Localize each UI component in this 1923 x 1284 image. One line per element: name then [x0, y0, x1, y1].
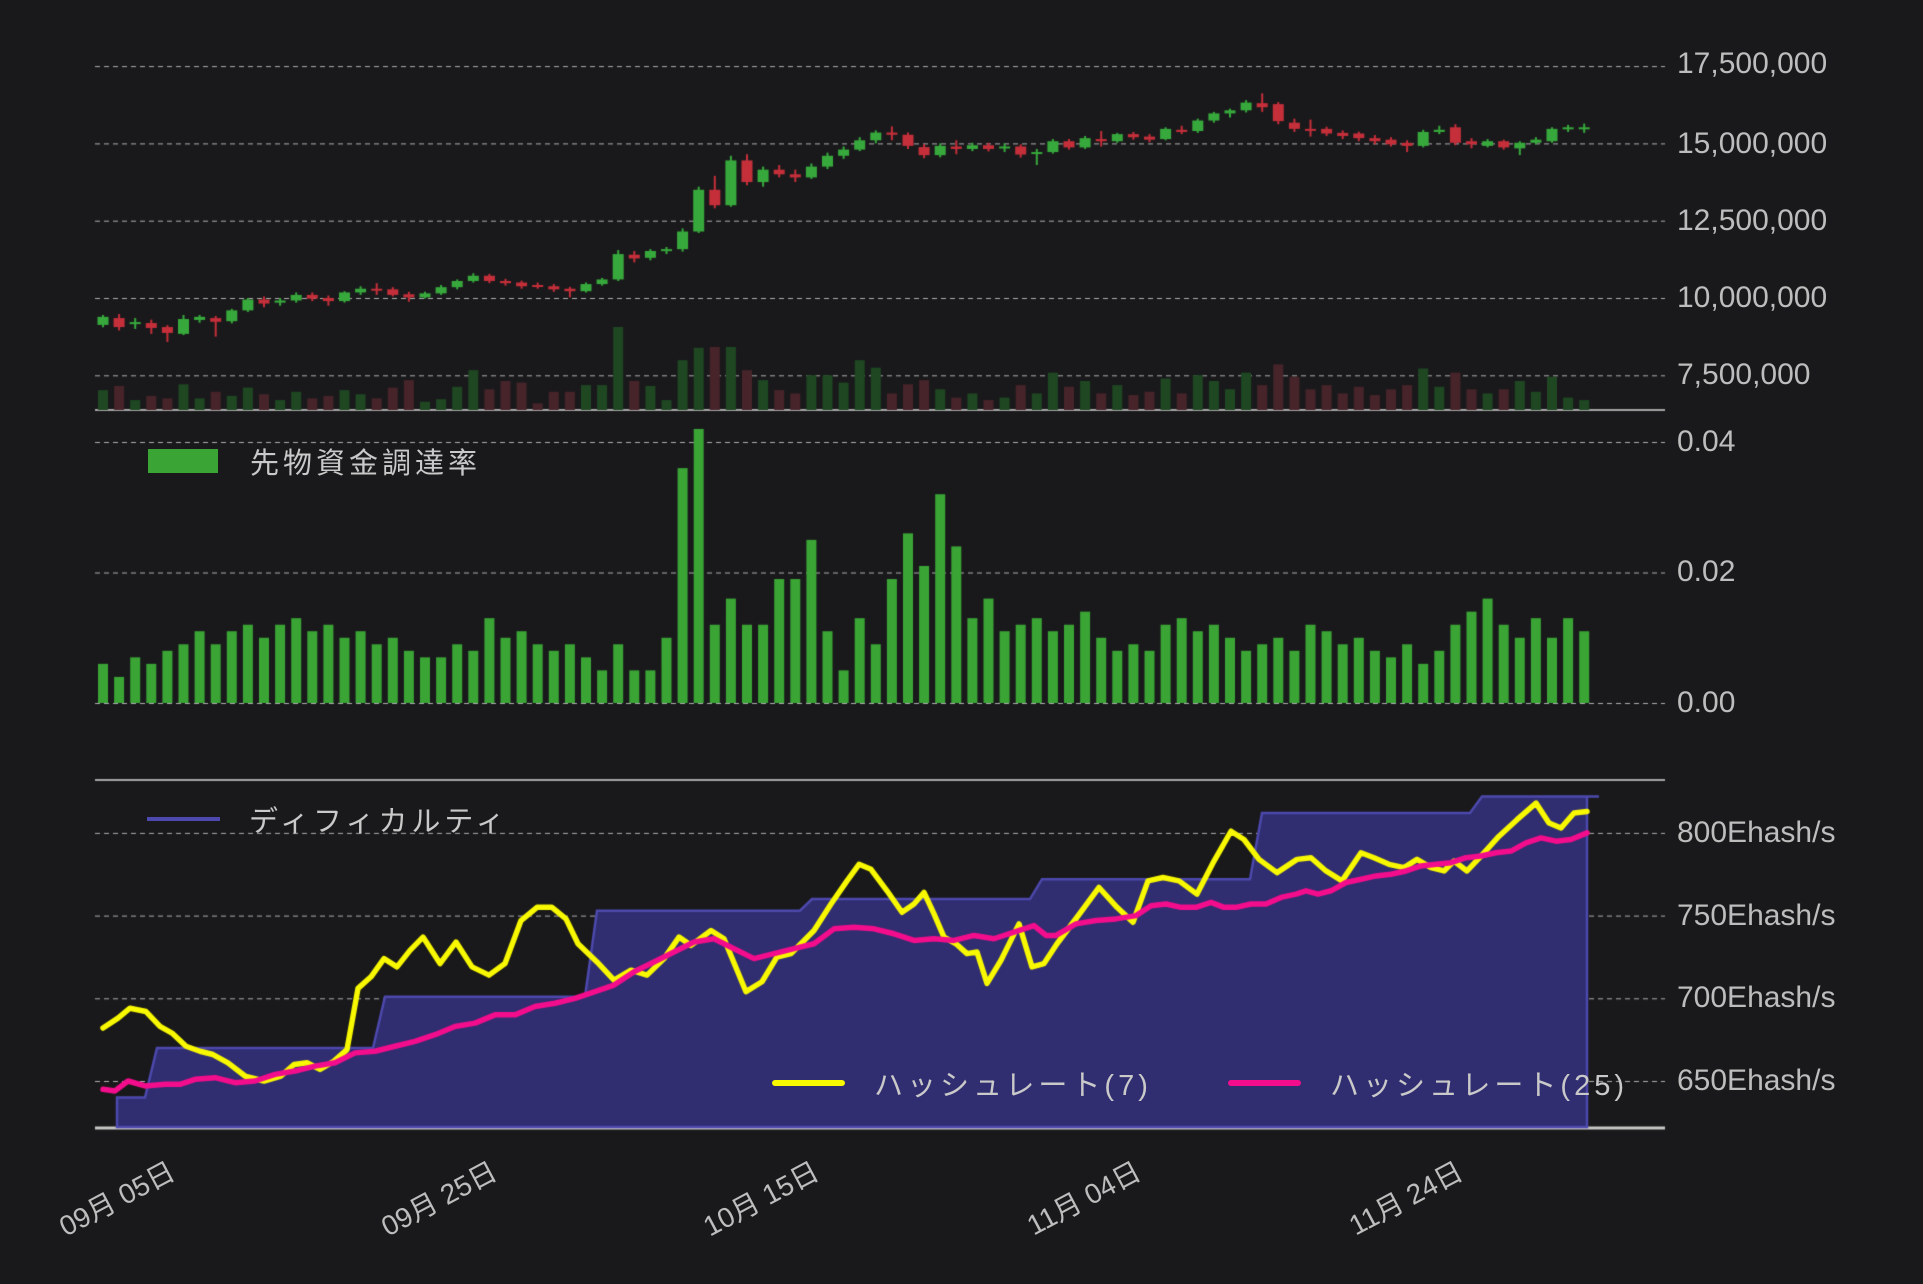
hashrate25-legend-label: ハッシュレート(25): [1330, 1070, 1628, 1102]
funding-axis-tick-004: 0.04: [1677, 425, 1736, 458]
legend-funding-rate[interactable]: 先物資金調達率: [148, 440, 481, 482]
hashrate7-legend-label: ハッシュレート(7): [874, 1070, 1152, 1102]
funding-axis-tick-000: 0.00: [1677, 686, 1736, 719]
hash-axis-tick-650: 650Ehash/s: [1677, 1064, 1836, 1097]
funding-legend-label: 先物資金調達率: [250, 448, 482, 480]
price-axis-tick-7500000: 7,500,000: [1677, 358, 1811, 391]
price-axis-tick-10000000: 10,000,000: [1677, 281, 1828, 314]
hashrate7-legend-swatch: [772, 1080, 845, 1086]
price-axis-tick-12500000: 12,500,000: [1677, 204, 1828, 237]
price-axis-tick-17500000: 17,500,000: [1677, 47, 1828, 80]
difficulty-legend-label: ディフィカルティ: [249, 806, 509, 838]
funding-legend-swatch: [148, 449, 218, 473]
funding-axis-tick-002: 0.02: [1677, 555, 1736, 588]
difficulty-legend-swatch: [147, 817, 220, 821]
hash-axis-tick-750: 750Ehash/s: [1677, 899, 1836, 932]
legend-hashrate-25[interactable]: ハッシュレート(25): [1228, 1062, 1628, 1104]
legend-difficulty[interactable]: ディフィカルティ: [147, 798, 509, 840]
legend-hashrate-7[interactable]: ハッシュレート(7): [772, 1062, 1152, 1104]
hashrate25-legend-swatch: [1228, 1080, 1301, 1086]
hash-axis-tick-800: 800Ehash/s: [1677, 816, 1836, 849]
hash-axis-tick-700: 700Ehash/s: [1677, 981, 1836, 1014]
price-axis-tick-15000000: 15,000,000: [1677, 127, 1828, 160]
